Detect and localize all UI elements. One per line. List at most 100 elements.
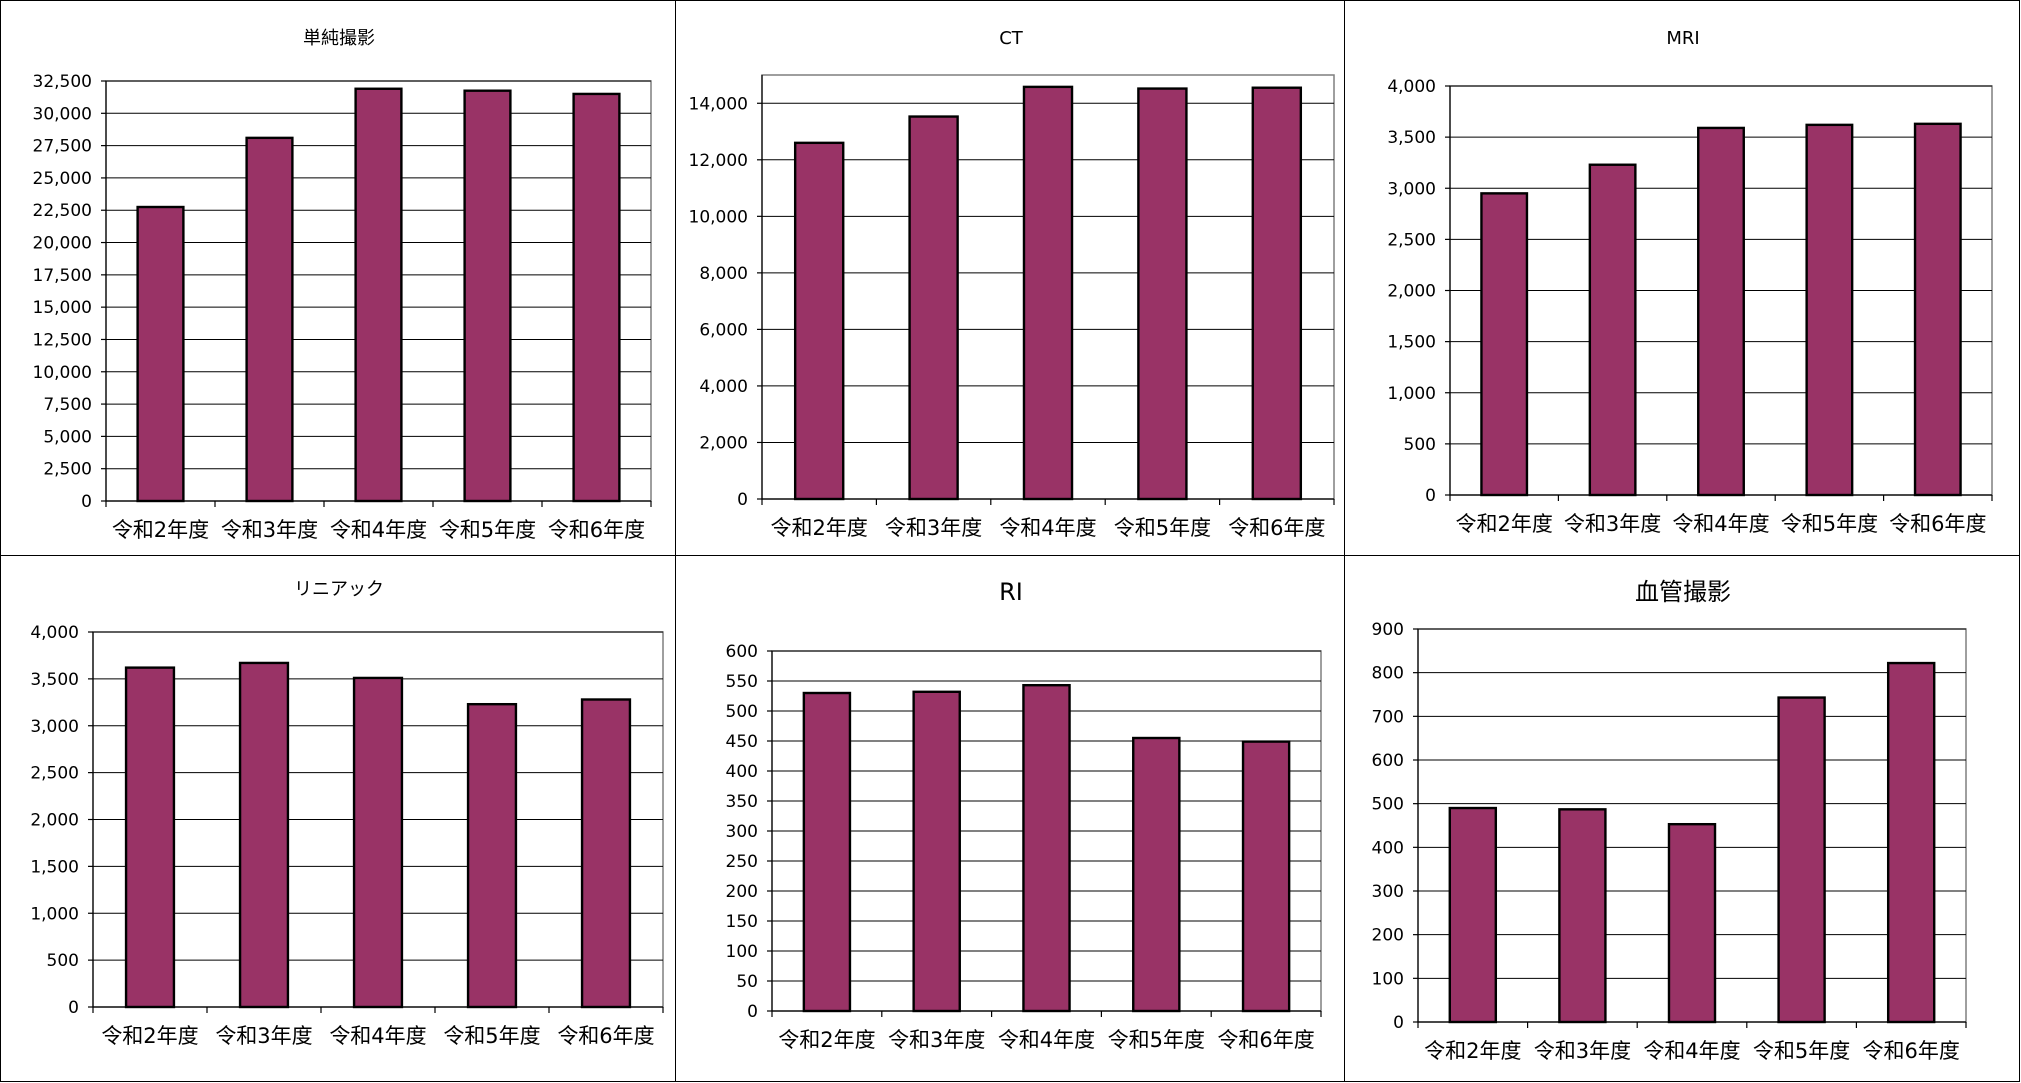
x-tick-label: 令和5年度 xyxy=(1108,1028,1205,1052)
bar-chart: リニアック 0 500 1,000 1,500 2,000 2,500 3,000 3,500 4… xyxy=(30,579,664,1048)
y-tick-label: 27,500 xyxy=(33,137,92,157)
y-tick-label: 5,000 xyxy=(43,427,92,447)
y-tick-label: 2,000 xyxy=(1387,282,1436,302)
bar xyxy=(908,115,959,501)
y-tick-label: 4,000 xyxy=(30,623,79,643)
y-tick-label: 900 xyxy=(1372,620,1404,640)
y-tick-label: 200 xyxy=(1372,926,1404,946)
y-tick-label: 550 xyxy=(726,672,758,692)
bar xyxy=(1022,85,1074,501)
y-tick-label: 100 xyxy=(726,942,758,962)
chart-title: 血管撮影 xyxy=(1635,578,1731,606)
x-tick-label: 令和4年度 xyxy=(998,1028,1095,1052)
y-tick-label: 2,500 xyxy=(1387,230,1436,250)
bar xyxy=(238,661,290,1009)
x-tick-label: 令和2年度 xyxy=(1424,1039,1521,1063)
y-tick-label: 500 xyxy=(726,702,758,722)
y-tick-label: 6,000 xyxy=(699,320,748,340)
chart-panel: リニアック 0 500 1,000 1,500 2,000 2,500 3,000 3,500 4… xyxy=(0,555,676,1082)
x-tick-label: 令和5年度 xyxy=(1114,516,1211,540)
chart-panel: MRI 0 500 1,000 1,500 2,000 2,500 3,000 3,500 4,0… xyxy=(1344,0,2020,556)
y-tick-label: 800 xyxy=(1372,664,1404,684)
bar xyxy=(124,666,176,1009)
bar xyxy=(1667,822,1717,1024)
y-tick-label: 10,000 xyxy=(33,363,92,383)
bar xyxy=(912,690,961,1013)
x-tick-label: 令和3年度 xyxy=(221,518,318,542)
x-tick-label: 令和3年度 xyxy=(1534,1039,1631,1063)
y-tick-label: 250 xyxy=(726,852,758,872)
y-tick-label: 22,500 xyxy=(33,201,92,221)
bar-chart: CT 0 2,000 4,000 6,000 8,000 10,000 12,000 14,00… xyxy=(689,28,1335,540)
y-tick-label: 400 xyxy=(1372,838,1404,858)
bar xyxy=(1448,806,1498,1024)
bar xyxy=(1137,87,1188,501)
y-tick-label: 0 xyxy=(1393,1013,1404,1033)
chart-title: MRI xyxy=(1666,28,1699,49)
y-tick-label: 12,000 xyxy=(689,151,748,171)
bar xyxy=(1480,192,1529,497)
chart-panel: CT 0 2,000 4,000 6,000 8,000 10,000 12,000 14,00… xyxy=(675,0,1345,556)
x-tick-label: 令和4年度 xyxy=(1672,512,1769,536)
x-tick-label: 令和2年度 xyxy=(112,518,209,542)
bar xyxy=(1251,86,1303,501)
y-tick-label: 2,000 xyxy=(30,811,79,831)
y-tick-label: 3,500 xyxy=(1387,128,1436,148)
bar xyxy=(1913,122,1962,497)
y-tick-label: 500 xyxy=(1372,795,1404,815)
bar xyxy=(802,691,852,1013)
y-tick-label: 1,000 xyxy=(30,904,79,924)
chart-panel: 単純撮影 0 2,500 5,000 7,500 10,000 12,500 15,000 17… xyxy=(0,0,676,556)
chart-panel: RI 0 50 100 150 200 250 300 350 400 450 500 550 600 令和… xyxy=(675,555,1345,1082)
x-tick-label: 令和3年度 xyxy=(1564,512,1661,536)
bar xyxy=(1241,740,1291,1013)
chart-title: RI xyxy=(999,578,1023,606)
y-tick-label: 700 xyxy=(1372,707,1404,727)
y-tick-label: 4,000 xyxy=(1387,77,1436,97)
bar-chart: RI 0 50 100 150 200 250 300 350 400 450 500 550 600 令和… xyxy=(726,578,1322,1052)
y-tick-label: 450 xyxy=(726,732,758,752)
y-tick-label: 30,000 xyxy=(33,104,92,124)
x-tick-label: 令和6年度 xyxy=(1228,516,1325,540)
x-tick-label: 令和4年度 xyxy=(1643,1039,1740,1063)
bar xyxy=(1588,163,1637,497)
x-tick-label: 令和5年度 xyxy=(443,1024,540,1048)
y-tick-label: 0 xyxy=(1425,486,1436,506)
bar xyxy=(1022,683,1071,1013)
chart-title: リニアック xyxy=(294,579,384,600)
bar xyxy=(463,89,512,503)
x-tick-label: 令和4年度 xyxy=(329,1024,426,1048)
x-tick-label: 令和5年度 xyxy=(1753,1039,1850,1063)
y-tick-label: 3,000 xyxy=(30,717,79,737)
y-tick-label: 0 xyxy=(81,492,92,512)
bar xyxy=(580,698,632,1009)
bar xyxy=(1558,808,1607,1024)
y-tick-label: 4,000 xyxy=(699,377,748,397)
y-tick-label: 300 xyxy=(1372,882,1404,902)
bar xyxy=(1805,123,1854,497)
bar xyxy=(245,136,294,503)
y-tick-label: 500 xyxy=(47,951,79,971)
y-tick-label: 17,500 xyxy=(33,266,92,286)
y-tick-label: 0 xyxy=(68,998,79,1018)
chart-panel: 血管撮影 0 100 200 300 400 500 600 700 800 900 令和2年度 令和3… xyxy=(1344,555,2020,1082)
y-tick-label: 500 xyxy=(1404,435,1436,455)
x-tick-label: 令和6年度 xyxy=(557,1024,654,1048)
chart-title: 単純撮影 xyxy=(303,28,375,49)
x-tick-label: 令和3年度 xyxy=(885,516,982,540)
y-tick-label: 1,000 xyxy=(1387,384,1436,404)
y-tick-label: 7,500 xyxy=(43,395,92,415)
y-tick-label: 20,000 xyxy=(33,234,92,254)
y-tick-label: 400 xyxy=(726,762,758,782)
y-tick-label: 2,500 xyxy=(43,460,92,480)
y-tick-label: 50 xyxy=(736,972,758,992)
y-tick-label: 32,500 xyxy=(33,72,92,92)
y-tick-label: 3,500 xyxy=(30,670,79,690)
y-tick-label: 200 xyxy=(726,882,758,902)
y-tick-label: 600 xyxy=(726,642,758,662)
y-tick-label: 100 xyxy=(1372,969,1404,989)
x-tick-label: 令和2年度 xyxy=(778,1028,875,1052)
x-tick-label: 令和3年度 xyxy=(888,1028,985,1052)
bar xyxy=(1886,661,1936,1024)
